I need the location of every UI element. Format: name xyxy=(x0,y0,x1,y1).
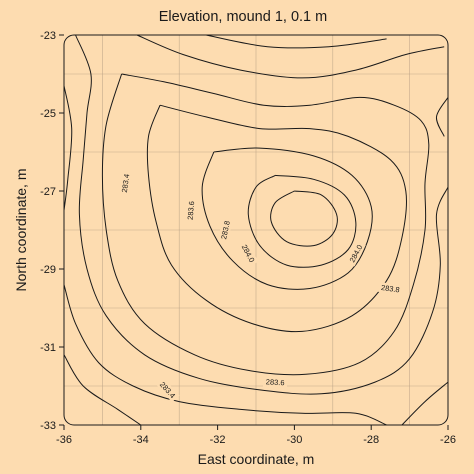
contour-line-11 xyxy=(435,97,449,137)
x-axis-ticks: -36 -34 -32 -30 -28 -26 xyxy=(56,425,456,446)
x-axis-label: East coordinate, m xyxy=(198,451,315,467)
x-tick-label: -30 xyxy=(286,434,302,446)
contour-label-5: 283.8 xyxy=(377,281,403,296)
contour-label-text: 283.4 xyxy=(120,173,132,193)
contour-label-1: 283.6 xyxy=(184,198,197,223)
contour-line-6 xyxy=(63,85,73,211)
y-tick-label: -31 xyxy=(40,342,56,354)
y-tick-label: -23 xyxy=(40,30,56,42)
contour-line-0 xyxy=(101,73,430,376)
y-tick-label: -29 xyxy=(40,264,56,276)
contour-line-10 xyxy=(206,34,387,49)
x-tick-label: -26 xyxy=(440,434,456,446)
contour-label-bg xyxy=(377,281,403,296)
contour-line-9 xyxy=(136,34,445,79)
contour-label-text: 283.8 xyxy=(380,283,400,295)
contour-label-bg xyxy=(345,240,366,267)
contour-label-2: 283.8 xyxy=(217,217,233,243)
chart-title: Elevation, mound 1, 0.1 m xyxy=(159,9,327,25)
y-axis-label: North coordinate, m xyxy=(13,169,29,292)
contour-label-bg xyxy=(155,377,180,403)
contour-label-bg xyxy=(184,198,197,223)
contour-label-bg xyxy=(238,240,259,267)
contour-label-text: 283.6 xyxy=(186,201,197,220)
contour-line-3 xyxy=(247,174,357,268)
contour-label-text: 283.8 xyxy=(219,220,232,240)
contour-line-5 xyxy=(75,34,449,395)
y-tick-label: -27 xyxy=(40,186,56,198)
contour-lines xyxy=(63,34,449,426)
contour-line-1 xyxy=(146,104,407,333)
x-tick-label: -28 xyxy=(363,434,379,446)
contour-label-bg xyxy=(118,170,133,196)
x-tick-label: -36 xyxy=(56,434,72,446)
x-tick-label: -32 xyxy=(210,434,226,446)
x-tick-label: -34 xyxy=(133,434,149,446)
contour-label-text: 283.6 xyxy=(266,377,285,387)
contour-line-12 xyxy=(401,381,449,426)
y-tick-label: -25 xyxy=(40,108,56,120)
contour-line-2 xyxy=(201,147,373,290)
y-tick-label: -33 xyxy=(40,420,56,432)
contour-line-4 xyxy=(270,190,338,247)
contour-label-bg xyxy=(217,217,233,243)
contour-label-0: 283.4 xyxy=(118,170,133,196)
contour-label-bg xyxy=(262,376,288,388)
y-axis-ticks: -23 -25 -27 -29 -31 -33 xyxy=(40,30,64,432)
grid-lines xyxy=(64,35,448,425)
contour-line-7 xyxy=(63,284,387,426)
contour-label-6: 283.6 xyxy=(262,376,288,388)
plot-frame xyxy=(63,34,449,426)
contour-line-8 xyxy=(63,354,142,426)
